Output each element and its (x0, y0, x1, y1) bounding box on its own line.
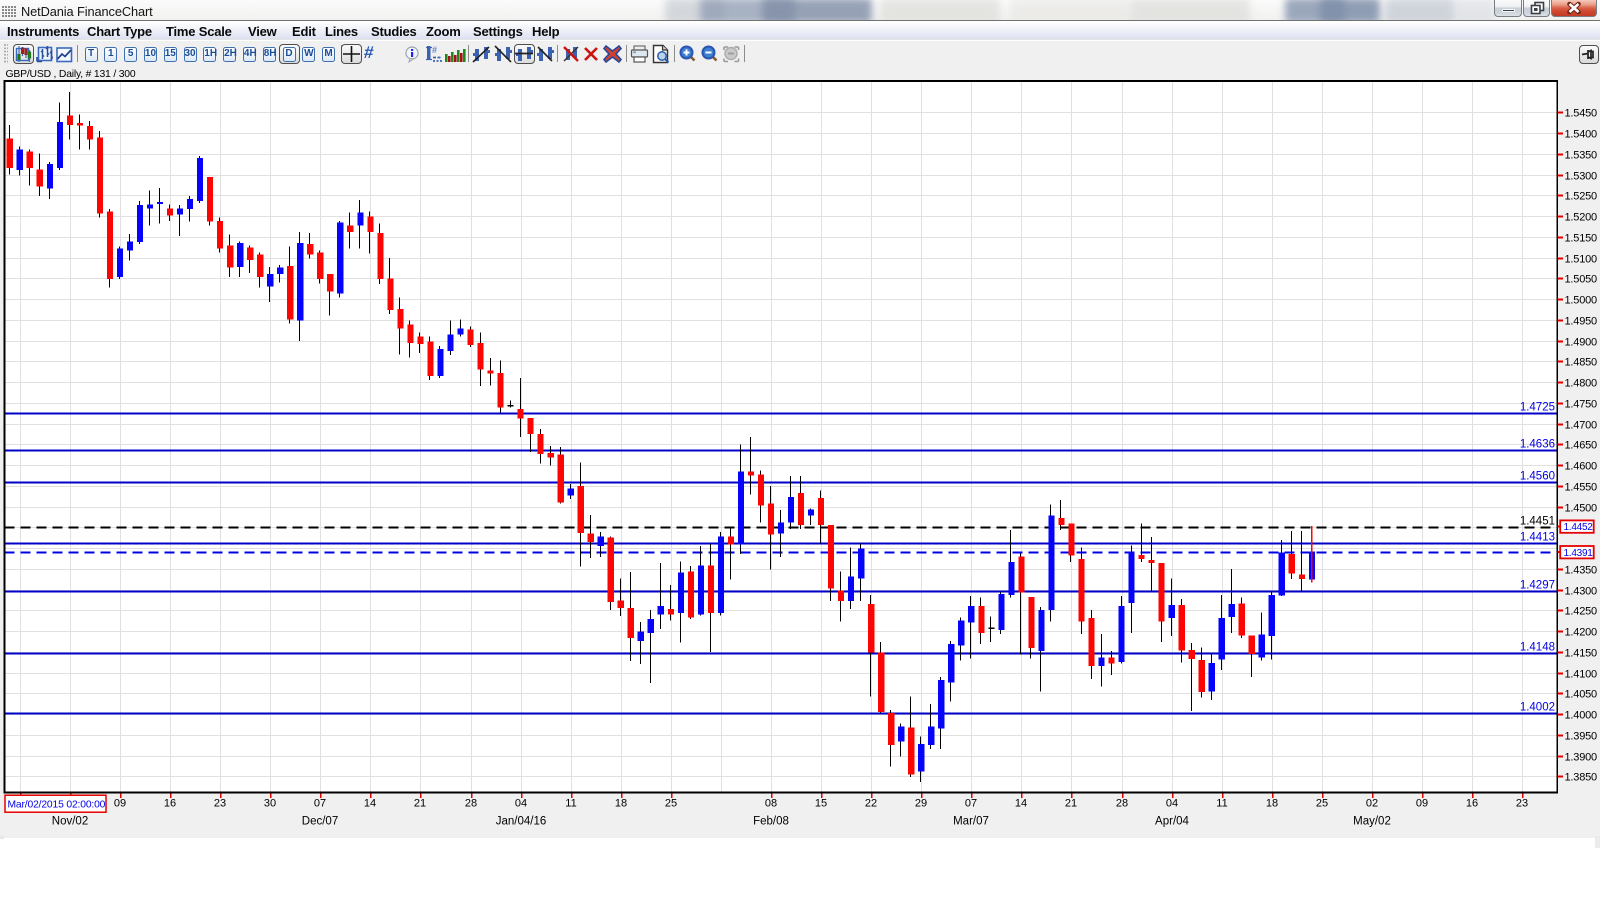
svg-text:1.3950: 1.3950 (1565, 731, 1598, 743)
svg-text:#: # (432, 45, 437, 55)
svg-text:28: 28 (465, 798, 477, 810)
svg-text:1.4636: 1.4636 (1520, 439, 1555, 451)
svg-text:08: 08 (765, 798, 777, 810)
svg-text:GBP/USD , Daily, # 131 / 300: GBP/USD , Daily, # 131 / 300 (6, 69, 136, 80)
svg-text:1.5050: 1.5050 (1565, 274, 1598, 286)
svg-text:1.4600: 1.4600 (1565, 461, 1598, 473)
svg-text:15: 15 (815, 798, 827, 810)
svg-text:1.4297: 1.4297 (1520, 580, 1555, 592)
svg-text:1.5400: 1.5400 (1565, 129, 1598, 141)
svg-text:1.4391: 1.4391 (1564, 548, 1594, 559)
svg-text:04: 04 (515, 798, 527, 810)
svg-text:1.5100: 1.5100 (1565, 254, 1598, 266)
svg-text:16: 16 (164, 798, 176, 810)
svg-text:1.4150: 1.4150 (1565, 648, 1598, 660)
svg-text:1.4650: 1.4650 (1565, 440, 1598, 452)
svg-text:Feb/08: Feb/08 (753, 816, 789, 828)
svg-text:28: 28 (1116, 798, 1128, 810)
svg-text:May/02: May/02 (1353, 816, 1391, 828)
svg-text:1.5250: 1.5250 (1565, 191, 1598, 203)
svg-text:11: 11 (565, 798, 576, 810)
svg-text:30: 30 (264, 798, 276, 810)
svg-text:02: 02 (1366, 798, 1378, 810)
svg-text:1.4560: 1.4560 (1520, 471, 1555, 483)
svg-text:16: 16 (1466, 798, 1478, 810)
svg-text:14: 14 (1015, 798, 1027, 810)
svg-text:21: 21 (1065, 798, 1077, 810)
svg-text:1.4900: 1.4900 (1565, 337, 1598, 349)
svg-text:Mar/07: Mar/07 (953, 816, 989, 828)
svg-text:23: 23 (1516, 798, 1528, 810)
svg-text:07: 07 (965, 798, 977, 810)
svg-text:1.4452: 1.4452 (1564, 522, 1594, 533)
svg-text:1.4000: 1.4000 (1565, 710, 1598, 722)
svg-text:1.4050: 1.4050 (1565, 689, 1598, 701)
svg-text:07: 07 (314, 798, 326, 810)
svg-text:1.5450: 1.5450 (1565, 108, 1598, 120)
svg-text:04: 04 (1166, 798, 1178, 810)
svg-text:25: 25 (1316, 798, 1328, 810)
svg-text:1.4350: 1.4350 (1565, 565, 1598, 577)
svg-text:1.4413: 1.4413 (1520, 532, 1555, 544)
svg-text:1.5200: 1.5200 (1565, 212, 1598, 224)
svg-text:1.4850: 1.4850 (1565, 357, 1598, 369)
svg-text:1.4500: 1.4500 (1565, 503, 1598, 515)
svg-text:14: 14 (364, 798, 376, 810)
svg-text:11: 11 (1216, 798, 1227, 810)
svg-text:1.5350: 1.5350 (1565, 150, 1598, 162)
svg-text:23: 23 (214, 798, 226, 810)
svg-text:25: 25 (665, 798, 677, 810)
svg-text:09: 09 (114, 798, 126, 810)
svg-text:1.4700: 1.4700 (1565, 420, 1598, 432)
svg-text:Apr/04: Apr/04 (1155, 816, 1189, 828)
svg-text:Nov/02: Nov/02 (52, 816, 88, 828)
svg-text:1.4250: 1.4250 (1565, 606, 1598, 618)
svg-text:1.3850: 1.3850 (1565, 772, 1598, 784)
svg-text:1.4451: 1.4451 (1520, 516, 1555, 528)
svg-text:1.4950: 1.4950 (1565, 316, 1598, 328)
svg-text:1.4002: 1.4002 (1520, 702, 1555, 714)
svg-text:29: 29 (915, 798, 927, 810)
svg-text:1.4800: 1.4800 (1565, 378, 1598, 390)
svg-text:1.4148: 1.4148 (1520, 642, 1555, 654)
svg-text:1.4200: 1.4200 (1565, 627, 1598, 639)
svg-text:Dec/07: Dec/07 (302, 816, 338, 828)
svg-text:1.5150: 1.5150 (1565, 233, 1598, 245)
svg-text:18: 18 (1266, 798, 1278, 810)
svg-text:1.3900: 1.3900 (1565, 752, 1598, 764)
svg-text:1.4725: 1.4725 (1520, 402, 1555, 414)
svg-text:1.4550: 1.4550 (1565, 482, 1598, 494)
svg-text:21: 21 (414, 798, 426, 810)
svg-text:1.5300: 1.5300 (1565, 171, 1598, 183)
svg-text:1.4750: 1.4750 (1565, 399, 1598, 411)
svg-text:Mar/02/2015 02:00:00: Mar/02/2015 02:00:00 (8, 800, 106, 811)
svg-text:22: 22 (865, 798, 877, 810)
svg-text:1.5000: 1.5000 (1565, 295, 1598, 307)
svg-text:1.4100: 1.4100 (1565, 669, 1598, 681)
svg-text:09: 09 (1416, 798, 1428, 810)
svg-text:1.4300: 1.4300 (1565, 586, 1598, 598)
svg-text:Jan/04/16: Jan/04/16 (496, 816, 547, 828)
svg-text:18: 18 (615, 798, 627, 810)
